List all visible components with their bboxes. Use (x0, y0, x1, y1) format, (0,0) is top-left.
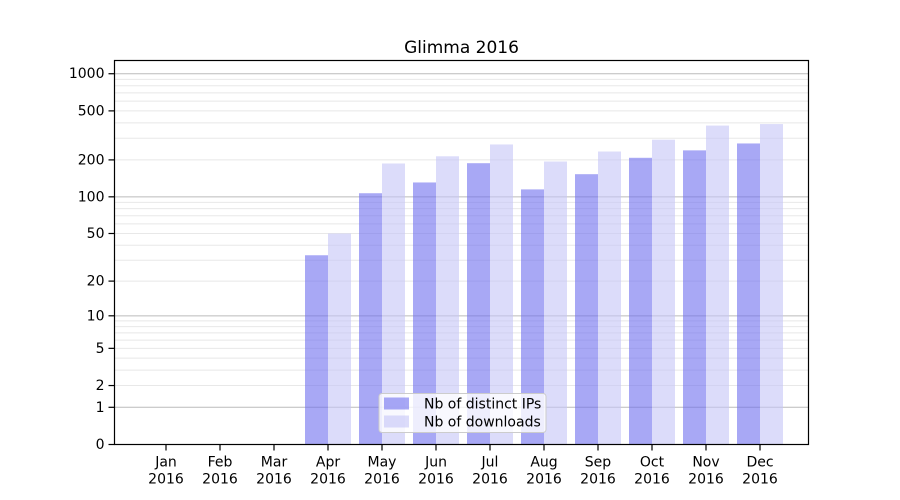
x-tick-label-month: Jul (481, 455, 499, 471)
y-tick-label: 10 (87, 308, 105, 324)
y-tick-label: 0 (96, 437, 105, 453)
bar-downloads-jul (490, 144, 513, 445)
x-tick-label-month: Jan (154, 455, 177, 471)
y-tick-label: 2 (96, 378, 105, 394)
bar-distinct-ips-jul (467, 163, 490, 445)
x-tick-label-year: 2016 (310, 472, 346, 488)
x-tick-label-year: 2016 (418, 472, 454, 488)
x-tick-label-month: Oct (640, 455, 665, 471)
chart-title: Glimma 2016 (404, 38, 519, 58)
legend-box (378, 393, 547, 433)
bar-downloads-jun (436, 156, 459, 445)
x-tick-label-month: Aug (530, 455, 557, 471)
legend-swatch-distinct-ips (384, 397, 409, 410)
bar-distinct-ips-sep (575, 174, 598, 445)
y-tick-label: 200 (78, 152, 105, 168)
x-tick-label-month: Sep (585, 455, 612, 471)
y-tick-label: 1000 (69, 66, 105, 82)
x-tick-label-month: Mar (261, 455, 288, 471)
bar-downloads-apr (328, 233, 351, 445)
x-tick-label-year: 2016 (148, 472, 184, 488)
bar-distinct-ips-dec (737, 143, 760, 445)
bar-downloads-sep (598, 151, 621, 445)
bar-distinct-ips-apr (305, 255, 328, 445)
bar-downloads-dec (760, 124, 783, 445)
x-tick-label-month: Nov (692, 455, 719, 471)
x-tick-label-year: 2016 (742, 472, 778, 488)
bar-distinct-ips-nov (683, 150, 706, 445)
bar-distinct-ips-may (359, 193, 382, 445)
x-tick-label-year: 2016 (472, 472, 508, 488)
x-tick-label-year: 2016 (634, 472, 670, 488)
x-tick-label-year: 2016 (256, 472, 292, 488)
y-tick-label: 20 (87, 274, 105, 290)
legend-swatch-downloads (384, 415, 409, 428)
x-tick-label-month: Feb (208, 455, 233, 471)
bar-downloads-oct (652, 139, 675, 445)
y-tick-label: 1 (96, 400, 105, 416)
x-tick-label-month: Jun (424, 455, 447, 471)
legend-label-downloads: Nb of downloads (424, 415, 541, 431)
bar-downloads-nov (706, 125, 729, 445)
plot-border (113, 59, 810, 446)
x-tick-label-year: 2016 (202, 472, 238, 488)
bar-distinct-ips-aug (521, 189, 544, 445)
bars (305, 124, 783, 445)
y-tick-label: 100 (78, 189, 105, 205)
bar-downloads-may (382, 163, 405, 445)
x-tick-label-year: 2016 (580, 472, 616, 488)
axis-labels: 01251020501002005001000Jan2016Feb2016Mar… (69, 66, 778, 487)
legend-label-distinct-ips: Nb of distinct IPs (424, 397, 541, 413)
x-tick-label-month: Apr (316, 455, 340, 471)
axis-ticks (108, 73, 761, 451)
y-tick-label: 50 (87, 226, 105, 242)
x-tick-label-month: Dec (746, 455, 773, 471)
x-tick-label-month: May (368, 455, 397, 471)
y-tick-label: 500 (78, 103, 105, 119)
x-tick-label-year: 2016 (364, 472, 400, 488)
bar-downloads-aug (544, 161, 567, 445)
x-tick-label-year: 2016 (526, 472, 562, 488)
legend: Nb of distinct IPs Nb of downloads (378, 393, 547, 433)
bar-distinct-ips-jun (413, 182, 436, 445)
plot-frame (113, 59, 810, 446)
y-tick-label: 5 (96, 341, 105, 357)
bar-distinct-ips-oct (629, 157, 652, 445)
x-tick-label-year: 2016 (688, 472, 724, 488)
